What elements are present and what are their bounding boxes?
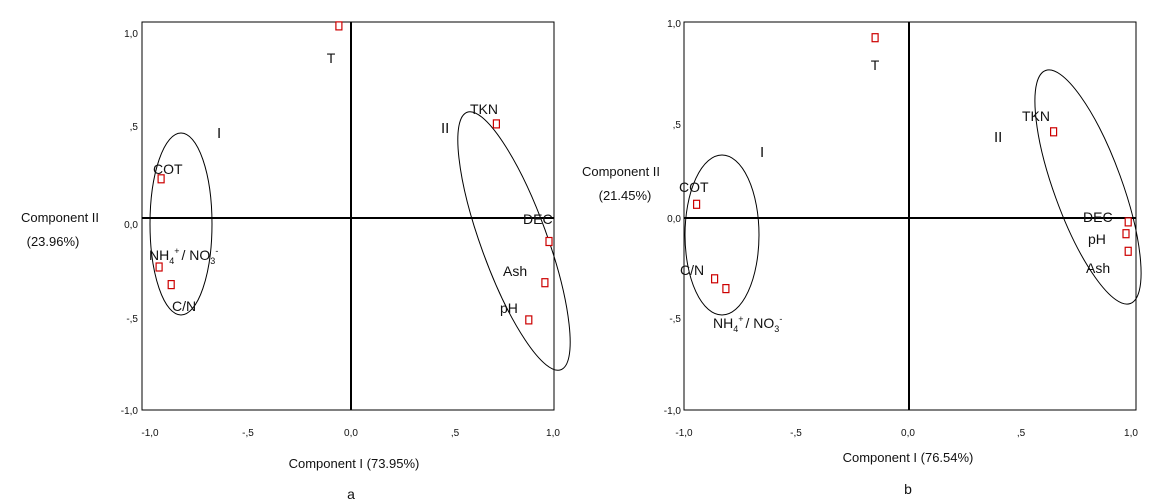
- panel-b-label-ash: Ash: [1086, 260, 1110, 276]
- panel-b-point-tkn: [1049, 127, 1058, 137]
- panel-a-group-i-label: I: [217, 125, 221, 142]
- panel-a-point-cot: [157, 174, 165, 184]
- panel-a-point-nh4-no3: [155, 262, 163, 272]
- panel-a-point-t: [335, 21, 343, 31]
- panel-a-x-axis-title: Component I (73.95%): [289, 456, 420, 471]
- panel-a-markers: [155, 21, 553, 325]
- panel-a-point-ph: [525, 315, 533, 325]
- panel-b-group-ii-ellipse: [1034, 69, 1142, 305]
- panel-a-label-ash: Ash: [503, 263, 527, 279]
- panel-b-xtick: 0,0: [901, 428, 915, 439]
- panel-a-y-axis-title: Component II: [21, 210, 99, 225]
- panel-a-ytick: 1,0: [124, 29, 138, 40]
- panel-b-ytick: 1,0: [667, 19, 681, 30]
- panel-b-xtick: 1,0: [1124, 428, 1138, 439]
- panel-a-label-cn: C/N: [172, 298, 196, 314]
- panel-a: 1,0 ,5 0,0 -,5 -1,0 -1,0 -,5 0,0 ,5 1,0 …: [21, 21, 571, 502]
- panel-a-group-i-ellipse: [149, 132, 213, 316]
- panel-a-group-ii-label: II: [441, 120, 449, 137]
- panel-b-xtick: -1,0: [675, 428, 693, 439]
- panel-b: 1,0 ,5 0,0 -,5 -1,0 -1,0 -,5 0,0 ,5 1,0 …: [582, 19, 1142, 497]
- panel-b-point-cot: [692, 199, 701, 209]
- panel-b-group-ii-label: II: [994, 129, 1002, 146]
- panel-b-label-nh4-no3: NH4+ / NO3-: [713, 314, 782, 334]
- panel-a-label-tkn: TKN: [470, 101, 498, 117]
- panel-a-ytick: -1,0: [121, 406, 139, 417]
- panel-b-point-ph: [1122, 229, 1130, 239]
- panel-a-label-t: T: [327, 50, 336, 66]
- panel-a-xtick: 0,0: [344, 428, 358, 439]
- panel-a-label-dec: DEC: [523, 211, 553, 227]
- panel-b-group-i-label: I: [760, 144, 764, 161]
- panel-a-frame: [141, 21, 555, 411]
- panel-b-label-cn: C/N: [680, 262, 704, 278]
- panel-b-point-nh4-no3: [722, 284, 730, 294]
- panel-a-xtick: 1,0: [546, 428, 560, 439]
- panel-b-ytick: ,5: [673, 120, 682, 131]
- panel-a-point-dec: [545, 236, 553, 247]
- panel-a-ytick: ,5: [130, 122, 139, 133]
- panel-b-group-i-ellipse: [684, 154, 760, 316]
- panel-a-group-ii-ellipse: [457, 111, 571, 371]
- panel-b-xtick: ,5: [1017, 428, 1026, 439]
- panel-b-point-dec: [1124, 217, 1132, 227]
- panel-b-ytick: -1,0: [664, 406, 682, 417]
- panel-a-point-c-n: [167, 280, 175, 290]
- panel-a-y-axis-subtitle: (23.96%): [27, 234, 80, 249]
- panel-b-point-t: [871, 33, 879, 43]
- panel-b-ytick: -,5: [669, 314, 681, 325]
- panel-b-markers: [692, 33, 1132, 294]
- panel-a-ytick: 0,0: [124, 220, 138, 231]
- panel-b-point-c-n: [710, 274, 719, 284]
- panel-a-ytick: -,5: [126, 314, 138, 325]
- panel-a-label-ph: pH: [500, 300, 518, 316]
- panel-a-point-tkn: [492, 119, 500, 129]
- panel-b-y-axis-title: Component II: [582, 164, 660, 179]
- panel-a-label-nh4-no3: NH4+ / NO3-: [149, 246, 218, 266]
- panel-b-label-dec: DEC: [1083, 209, 1113, 225]
- panel-b-label-tkn: TKN: [1022, 108, 1050, 124]
- panel-a-label-cot: COT: [153, 161, 183, 177]
- panel-b-label-cot: COT: [679, 179, 709, 195]
- panel-a-xtick: -,5: [242, 428, 254, 439]
- panel-b-ytick: 0,0: [667, 214, 681, 225]
- panel-b-label-t: T: [871, 57, 880, 73]
- panel-a-xtick: -1,0: [141, 428, 159, 439]
- panel-b-point-ash: [1124, 246, 1132, 256]
- panel-b-x-axis-title: Component I (76.54%): [843, 450, 974, 465]
- panel-b-y-axis-subtitle: (21.45%): [599, 188, 652, 203]
- panel-a-xtick: ,5: [451, 428, 460, 439]
- panel-a-point-ash: [541, 278, 549, 288]
- panel-b-xtick: -,5: [790, 428, 802, 439]
- panel-a-letter: a: [347, 486, 355, 502]
- panel-b-label-ph: pH: [1088, 231, 1106, 247]
- panel-b-letter: b: [904, 481, 912, 497]
